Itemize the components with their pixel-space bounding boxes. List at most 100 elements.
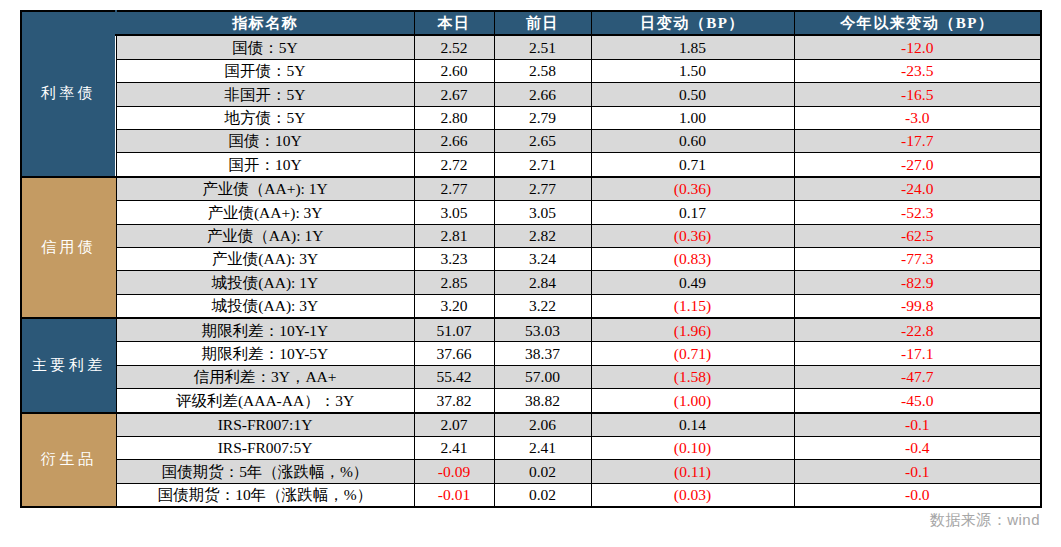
header-ytd-change-bp: 今年以来变动（BP） <box>794 11 1041 35</box>
table-row: 地方债：5Y2.802.791.00-3.0 <box>21 106 1041 129</box>
ytd-change-cell: -77.3 <box>794 247 1041 270</box>
indicator-name-cell: 国债期货：10年（涨跌幅，%） <box>116 483 414 507</box>
prev-value-cell: 3.24 <box>494 247 591 270</box>
indicator-name-cell: 信用利差：3Y，AA+ <box>116 365 414 388</box>
indicator-name-cell: 非国开：5Y <box>116 83 414 106</box>
table-row: 评级利差(AAA-AA）：3Y37.8238.82(1.00)-45.0 <box>21 389 1041 413</box>
category-cell: 信用债 <box>21 177 116 318</box>
header-today: 本日 <box>414 11 494 35</box>
prev-value-cell: 38.82 <box>494 389 591 413</box>
table-row: 城投债(AA): 3Y3.203.22(1.15)-99.8 <box>21 294 1041 318</box>
prev-value-cell: 2.84 <box>494 271 591 294</box>
day-change-cell: 1.00 <box>591 106 794 129</box>
table-row: 国开债：5Y2.602.581.50-23.5 <box>21 59 1041 82</box>
prev-value-cell: 2.51 <box>494 35 591 59</box>
indicator-name-cell: 产业债(AA+): 3Y <box>116 201 414 224</box>
prev-value-cell: 2.58 <box>494 59 591 82</box>
prev-value-cell: 2.65 <box>494 129 591 152</box>
indicator-name-cell: 期限利差：10Y-1Y <box>116 318 414 342</box>
indicator-name-cell: 城投债(AA): 3Y <box>116 294 414 318</box>
header-day-change-bp: 日变动（BP） <box>591 11 794 35</box>
today-value-cell: 2.60 <box>414 59 494 82</box>
table-row: IRS-FR007:5Y2.412.41(0.10)-0.4 <box>21 437 1041 460</box>
indicator-name-cell: IRS-FR007:1Y <box>116 413 414 437</box>
table-row: 信用债产业债（AA+): 1Y2.772.77(0.36)-24.0 <box>21 177 1041 201</box>
today-value-cell: 37.66 <box>414 342 494 365</box>
bond-rates-table: 利率债 指标名称 本日 前日 日变动（BP） 今年以来变动（BP） 国债：5Y2… <box>20 10 1042 508</box>
day-change-cell: 1.85 <box>591 35 794 59</box>
prev-value-cell: 2.79 <box>494 106 591 129</box>
day-change-cell: (0.36) <box>591 177 794 201</box>
day-change-cell: 0.71 <box>591 153 794 177</box>
today-value-cell: 2.80 <box>414 106 494 129</box>
ytd-change-cell: -23.5 <box>794 59 1041 82</box>
ytd-change-cell: -22.8 <box>794 318 1041 342</box>
table-row: 产业债(AA): 3Y3.233.24(0.83)-77.3 <box>21 247 1041 270</box>
ytd-change-cell: -16.5 <box>794 83 1041 106</box>
indicator-name-cell: 国开债：5Y <box>116 59 414 82</box>
day-change-cell: (0.03) <box>591 483 794 507</box>
indicator-name-cell: 地方债：5Y <box>116 106 414 129</box>
today-value-cell: -0.09 <box>414 460 494 483</box>
today-value-cell: 51.07 <box>414 318 494 342</box>
indicator-name-cell: 产业债（AA+): 1Y <box>116 177 414 201</box>
today-value-cell: 3.23 <box>414 247 494 270</box>
today-value-cell: 37.82 <box>414 389 494 413</box>
table-row: 主要利差期限利差：10Y-1Y51.0753.03(1.96)-22.8 <box>21 318 1041 342</box>
day-change-cell: (1.58) <box>591 365 794 388</box>
ytd-change-cell: -3.0 <box>794 106 1041 129</box>
day-change-cell: 0.50 <box>591 83 794 106</box>
table-row: 城投债(AA): 1Y2.852.840.49-82.9 <box>21 271 1041 294</box>
prev-value-cell: 3.22 <box>494 294 591 318</box>
header-indicator-name: 指标名称 <box>116 11 414 35</box>
ytd-change-cell: -52.3 <box>794 201 1041 224</box>
table-row: 信用利差：3Y，AA+55.4257.00(1.58)-47.7 <box>21 365 1041 388</box>
prev-value-cell: 3.05 <box>494 201 591 224</box>
indicator-name-cell: 城投债(AA): 1Y <box>116 271 414 294</box>
prev-value-cell: 0.02 <box>494 460 591 483</box>
table-row: 国开：10Y2.722.710.71-27.0 <box>21 153 1041 177</box>
today-value-cell: 2.81 <box>414 224 494 247</box>
prev-value-cell: 38.37 <box>494 342 591 365</box>
ytd-change-cell: -62.5 <box>794 224 1041 247</box>
indicator-name-cell: 国开：10Y <box>116 153 414 177</box>
ytd-change-cell: -0.1 <box>794 460 1041 483</box>
indicator-name-cell: 国债：5Y <box>116 35 414 59</box>
day-change-cell: 1.50 <box>591 59 794 82</box>
day-change-cell: (1.15) <box>591 294 794 318</box>
ytd-change-cell: -47.7 <box>794 365 1041 388</box>
indicator-name-cell: IRS-FR007:5Y <box>116 437 414 460</box>
day-change-cell: 0.49 <box>591 271 794 294</box>
day-change-cell: (0.10) <box>591 437 794 460</box>
today-value-cell: 2.85 <box>414 271 494 294</box>
ytd-change-cell: -82.9 <box>794 271 1041 294</box>
table-row: 期限利差：10Y-5Y37.6638.37(0.71)-17.1 <box>21 342 1041 365</box>
today-value-cell: 3.05 <box>414 201 494 224</box>
data-source-note: 数据来源：wind <box>930 511 1040 530</box>
table-row: 国债期货：5年（涨跌幅，%）-0.090.02(0.11)-0.1 <box>21 460 1041 483</box>
table-row: 国债：10Y2.662.650.60-17.7 <box>21 129 1041 152</box>
today-value-cell: -0.01 <box>414 483 494 507</box>
day-change-cell: (0.71) <box>591 342 794 365</box>
day-change-cell: (1.96) <box>591 318 794 342</box>
indicator-name-cell: 产业债（AA): 1Y <box>116 224 414 247</box>
today-value-cell: 3.20 <box>414 294 494 318</box>
indicator-name-cell: 国债：10Y <box>116 129 414 152</box>
ytd-change-cell: -45.0 <box>794 389 1041 413</box>
table-row: 衍生品IRS-FR007:1Y2.072.060.14-0.1 <box>21 413 1041 437</box>
indicator-name-cell: 评级利差(AAA-AA）：3Y <box>116 389 414 413</box>
today-value-cell: 2.66 <box>414 129 494 152</box>
ytd-change-cell: -24.0 <box>794 177 1041 201</box>
today-value-cell: 55.42 <box>414 365 494 388</box>
ytd-change-cell: -17.1 <box>794 342 1041 365</box>
prev-value-cell: 2.06 <box>494 413 591 437</box>
table-row: 产业债(AA+): 3Y3.053.050.17-52.3 <box>21 201 1041 224</box>
header-prev-day: 前日 <box>494 11 591 35</box>
prev-value-cell: 53.03 <box>494 318 591 342</box>
ytd-change-cell: -12.0 <box>794 35 1041 59</box>
category-cell-rates-bonds: 利率债 <box>21 11 116 177</box>
day-change-cell: 0.60 <box>591 129 794 152</box>
indicator-name-cell: 国债期货：5年（涨跌幅，%） <box>116 460 414 483</box>
today-value-cell: 2.41 <box>414 437 494 460</box>
table-row: 产业债（AA): 1Y2.812.82(0.36)-62.5 <box>21 224 1041 247</box>
